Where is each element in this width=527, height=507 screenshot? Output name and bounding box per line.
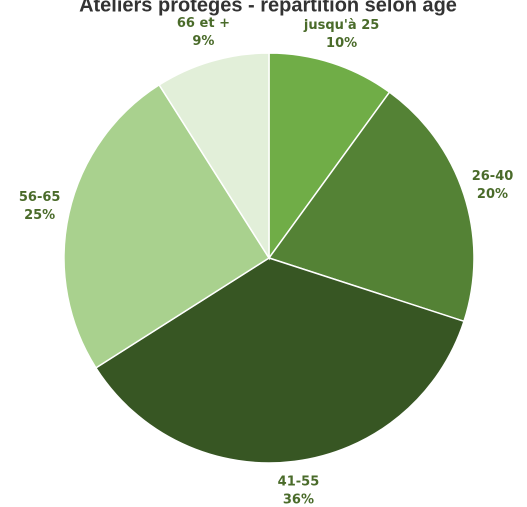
pie-slice <box>267 91 475 323</box>
chart-title: Ateliers protégés - répartition selon âg… <box>79 0 457 16</box>
slice-category: jusqu'à 25 <box>303 18 379 33</box>
slice-category: 41-55 <box>278 475 320 490</box>
pie-slice <box>268 52 391 261</box>
slice-category: 56-65 <box>19 190 61 205</box>
pie-slice <box>63 83 271 369</box>
slice-value-label: 9% <box>192 34 214 49</box>
slice-value-label: 20% <box>477 187 508 202</box>
slice-value-label: 10% <box>326 36 357 51</box>
slice-category: 66 et + <box>177 16 230 31</box>
slice-value-label: 36% <box>283 493 314 507</box>
pie-slice <box>94 257 465 464</box>
slice-category: 26-40 <box>472 169 514 184</box>
pie-slice <box>158 52 270 261</box>
slice-value-label: 25% <box>24 208 55 223</box>
